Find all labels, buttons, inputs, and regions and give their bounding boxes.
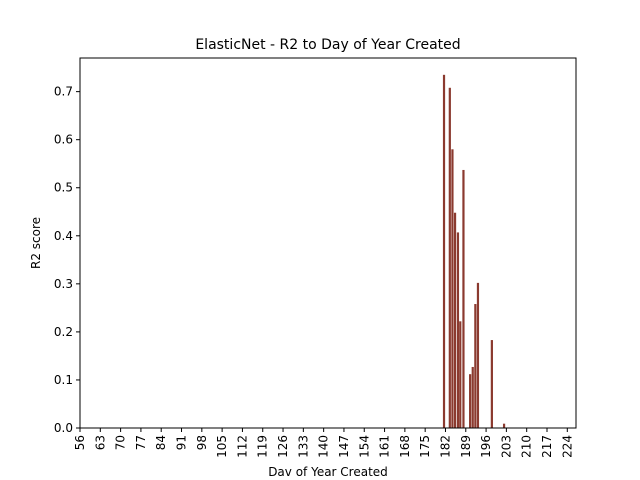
bar-2 [451, 149, 454, 429]
x-tick-label-5: 91 [175, 435, 189, 450]
bar-0 [442, 74, 446, 428]
x-tick-label-14: 154 [357, 435, 371, 458]
x-tick-label-21: 203 [499, 435, 513, 458]
y-tick-label-3: 0.3 [54, 277, 73, 291]
x-tick-label-18: 182 [438, 435, 452, 458]
bar-series [442, 74, 506, 429]
x-tick-label-22: 210 [520, 435, 534, 458]
chart-title: ElasticNet - R2 to Day of Year Created [195, 37, 460, 53]
x-tick-label-7: 105 [215, 435, 229, 458]
x-tick-label-1: 63 [93, 435, 107, 450]
x-tick-label-13: 147 [337, 435, 351, 458]
x-tick-label-3: 77 [134, 435, 148, 450]
x-tick-label-17: 175 [418, 435, 432, 458]
x-tick-label-16: 168 [398, 435, 412, 458]
x-tick-label-20: 196 [479, 435, 493, 458]
x-tick-label-9: 119 [256, 435, 270, 458]
y-axis-label: R2 score [29, 217, 43, 269]
bar-10 [476, 282, 480, 428]
x-tick-label-23: 217 [540, 435, 554, 458]
plot-background [80, 58, 576, 428]
bar-6 [462, 169, 465, 428]
y-tick-label-2: 0.2 [54, 325, 73, 339]
x-tick-label-8: 112 [235, 435, 249, 458]
bar-3 [453, 212, 457, 428]
y-tick-label-7: 0.7 [54, 85, 73, 99]
x-tick-label-4: 84 [154, 435, 168, 450]
x-tick-label-0: 56 [73, 435, 87, 450]
bar-11 [490, 340, 493, 428]
x-tick-label-24: 224 [560, 435, 574, 458]
bar-8 [471, 366, 474, 428]
bar-1 [448, 87, 451, 428]
x-tick-label-2: 70 [114, 435, 128, 450]
x-tick-label-12: 140 [317, 435, 331, 458]
y-tick-label-0: 0.0 [54, 421, 73, 435]
x-tick-label-11: 133 [296, 435, 310, 458]
y-tick-label-1: 0.1 [54, 373, 73, 387]
bar-5 [459, 321, 462, 428]
x-tick-label-6: 98 [195, 435, 209, 450]
y-tick-label-5: 0.5 [54, 181, 73, 195]
y-axis: 0.0 0.1 0.2 0.3 0.4 0.5 0.6 0.7 [54, 85, 80, 435]
y-tick-label-6: 0.6 [54, 133, 73, 147]
bar-9 [474, 304, 477, 428]
x-axis-label: Dav of Year Created [268, 465, 388, 479]
bar-7 [469, 374, 472, 428]
x-axis: 56 63 70 77 84 91 98 105 112 119 126 133 140 147 154 16… [73, 428, 574, 458]
bar-4 [456, 232, 460, 428]
plot-frame [79, 57, 577, 429]
x-tick-label-15: 161 [378, 435, 392, 458]
bar-12 [502, 423, 506, 428]
x-tick-label-19: 189 [459, 435, 473, 458]
x-tick-label-10: 126 [276, 435, 290, 458]
y-tick-label-4: 0.4 [54, 229, 73, 243]
